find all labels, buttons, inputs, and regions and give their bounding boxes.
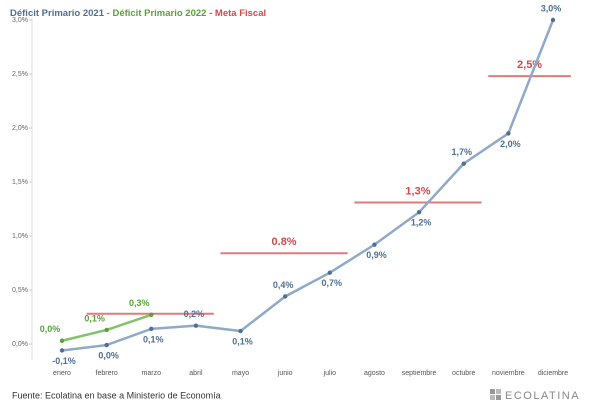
data-label: 0,1%: [143, 334, 164, 344]
data-label: 0,7%: [322, 278, 343, 288]
logo: ECOLATINA: [490, 389, 580, 402]
data-label: 0,0%: [40, 324, 61, 334]
data-label: 0,9%: [366, 250, 387, 260]
data-point: [372, 242, 377, 247]
target-label: 1,3%: [405, 185, 430, 197]
x-tick-label: noviembre: [492, 370, 525, 377]
data-label: 1,2%: [411, 218, 432, 228]
source: Fuente: Ecolatina en base a Ministerio d…: [12, 390, 221, 400]
x-tick-label: enero: [53, 370, 71, 377]
data-point: [550, 17, 556, 23]
legend-entry: Déficit Primario 2021: [10, 8, 105, 19]
data-point: [506, 131, 511, 136]
y-tick-label: 1,0%: [12, 233, 28, 240]
data-label: 0,1%: [232, 336, 253, 346]
data-label: 1,7%: [451, 147, 472, 157]
data-point: [416, 210, 422, 215]
legend-entry: Meta Fiscal: [215, 8, 266, 19]
data-point: [193, 323, 199, 328]
data-point: [149, 312, 154, 318]
y-tick-label: 3,0%: [12, 17, 28, 24]
data-point: [59, 348, 65, 353]
x-tick-label: mayo: [232, 370, 249, 377]
legend-entry: Déficit Primario 2022: [112, 8, 206, 19]
data-label: 0,1%: [84, 313, 105, 323]
y-tick-label: 2,5%: [12, 71, 28, 78]
x-tick-label: marzo: [142, 370, 162, 377]
legend-separator: -: [209, 8, 212, 19]
data-label: -0,1%: [52, 356, 76, 366]
x-tick-label: septiembre: [402, 370, 437, 377]
x-tick-label: abril: [189, 370, 203, 377]
data-label: 2,0%: [500, 139, 521, 149]
x-tick-label: octubre: [452, 370, 475, 377]
data-point: [104, 327, 109, 333]
logo-icon: [496, 395, 501, 400]
y-tick-label: 0,0%: [12, 341, 28, 348]
data-label: 0,3%: [129, 298, 150, 308]
logo-text: ECOLATINA: [505, 390, 580, 402]
data-point: [282, 294, 288, 299]
data-point: [461, 161, 466, 166]
data-label: 0,4%: [273, 280, 294, 290]
y-tick-label: 2,0%: [12, 125, 28, 132]
legend-separator: -: [107, 8, 110, 19]
x-tick-label: agosto: [364, 370, 385, 377]
target-label: 2,5%: [517, 59, 542, 71]
logo-icon: [490, 389, 495, 394]
x-tick-label: junio: [277, 370, 293, 377]
x-tick-label: diciembre: [538, 370, 568, 377]
data-point: [104, 342, 109, 348]
y-tick-label: 0,5%: [12, 287, 28, 294]
data-label: 0,0%: [98, 350, 119, 360]
data-point: [327, 270, 333, 275]
data-point: [238, 328, 243, 334]
legend: Déficit Primario 2021 - Déficit Primario…: [10, 8, 266, 19]
data-label: 3,0%: [541, 3, 562, 13]
logo-icon: [490, 395, 495, 400]
x-tick-label: febrero: [96, 370, 118, 377]
target-label: 0.8%: [272, 236, 297, 248]
logo-icon: [496, 389, 501, 394]
data-point: [59, 338, 65, 343]
data-point: [149, 326, 154, 332]
y-tick-label: 1,5%: [12, 179, 28, 186]
x-tick-label: julio: [323, 370, 337, 377]
series-line: [61, 19, 555, 352]
data-label: 0,2%: [184, 309, 205, 319]
